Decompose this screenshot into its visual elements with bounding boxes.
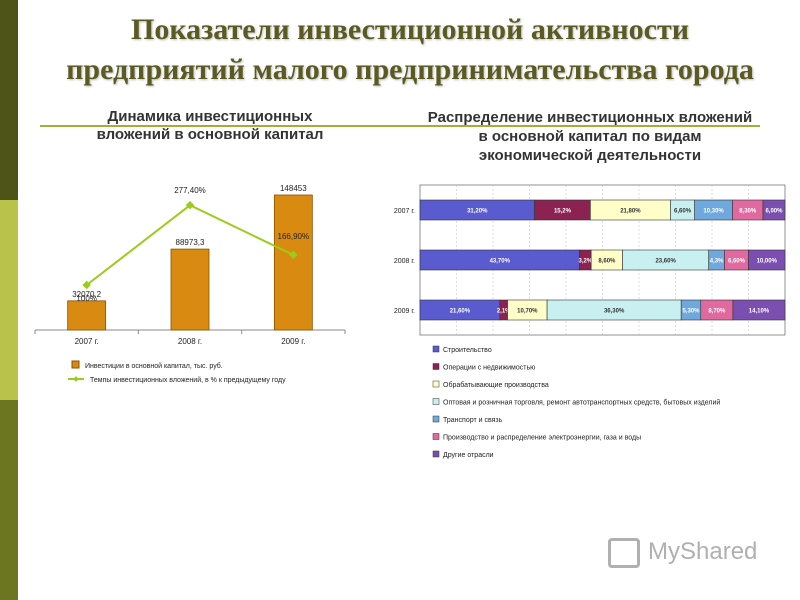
segment-value-label: 8,30% (739, 209, 757, 215)
growth-rate-label: 277,40% (174, 186, 206, 195)
legend-swatch (432, 345, 440, 353)
segment-value-label: 43,70% (490, 259, 511, 265)
stacked-segment (732, 299, 786, 321)
bar-value-label: 32070,2 (72, 290, 101, 299)
page-title: Показатели инвестиционной активности пре… (20, 10, 800, 90)
right-chart-subtitle: Распределение инвестиционных вложений в … (385, 108, 795, 165)
legend-label: Обрабатывающие производства (443, 381, 549, 389)
stacked-segment (748, 249, 786, 271)
x-tick-label: 2007 г. (75, 337, 99, 346)
sidebar-stripe-bottom (0, 400, 18, 600)
segment-value-label: 31,20% (467, 209, 488, 215)
growth-rate-point (82, 280, 91, 290)
left-chart-subtitle: Динамика инвестиционных вложений в основ… (60, 108, 360, 144)
segment-value-label: 8,70% (708, 309, 726, 315)
legend-line-marker (73, 376, 79, 382)
legend-swatch (432, 450, 440, 458)
stacked-segment (762, 199, 786, 221)
growth-rate-point (289, 250, 298, 260)
segment-value-label: 10,70% (517, 309, 538, 315)
bar-value-label: 148453 (280, 184, 307, 193)
y-tick-label: 2009 г. (394, 308, 415, 315)
segment-value-label: 23,60% (655, 259, 676, 265)
segment-value-label: 6,00% (765, 209, 783, 215)
segment-value-label: 6,60% (728, 259, 746, 265)
segment-value-label: 2,1% (497, 309, 511, 315)
segment-value-label: 8,60% (598, 259, 616, 265)
legend-swatch (432, 363, 440, 370)
sidebar-stripe-top (0, 0, 18, 200)
legend-swatch (432, 398, 440, 405)
bar (67, 300, 107, 331)
segment-value-label: 36,30% (604, 309, 625, 315)
legend-label: Строительство (443, 347, 492, 354)
legend-swatch (432, 415, 440, 423)
legend-bar-swatch (71, 360, 80, 369)
left-subtitle-line-1: Динамика инвестиционных (107, 108, 313, 125)
x-tick-label: 2008 г. (178, 337, 202, 346)
page-title-line-2: предприятий малого предпринимательства г… (66, 53, 754, 86)
title-divider (40, 125, 760, 127)
bar (170, 248, 210, 331)
investment-dynamics-chart: 32070,2 2007 г. 88973,3 2008 г. 148453 2009 г… (34, 184, 346, 384)
growth-rate-label: 100% (76, 294, 96, 303)
legend-swatch (432, 380, 440, 388)
legend-label: Транспорт и связь (443, 417, 503, 424)
segment-value-label: 5,30% (682, 309, 700, 315)
segment-value-label: 14,10% (749, 309, 770, 315)
legend-label: Операции с недвижимостью (443, 365, 535, 372)
legend-line-label: Темпы инвестиционных вложений, в % к пре… (90, 376, 286, 384)
x-tick-label: 2009 г. (281, 337, 305, 346)
right-subtitle-line-2: в основной капитал по видам (478, 128, 702, 145)
segment-value-label: 4,3% (710, 259, 724, 265)
right-subtitle-line-3: экономической деятельности (478, 147, 702, 164)
left-subtitle-line-2: вложений в основной капитал (96, 126, 324, 143)
page-title-line-1: Показатели инвестиционной активности (131, 13, 689, 46)
right-subtitle-line-1: Распределение инвестиционных вложений (427, 109, 753, 126)
segment-value-label: 6,60% (674, 209, 692, 215)
presentation-board-icon (608, 538, 640, 568)
legend-bar-label: Инвестиции в основной капитал, тыс. руб. (85, 362, 223, 370)
segment-value-label: 21,80% (620, 209, 641, 215)
y-tick-label: 2008 г. (394, 258, 415, 265)
growth-rate-label: 166,90% (278, 232, 310, 241)
legend-label: Оптовая и розничная торговля, ремонт авт… (443, 399, 720, 407)
segment-value-label: 3,2% (579, 259, 593, 265)
segment-value-label: 21,60% (450, 309, 471, 315)
legend-label: Другие отрасли (443, 452, 494, 459)
legend-label: Производство и распределение электроэнер… (443, 435, 641, 442)
segment-value-label: 10,30% (703, 209, 724, 215)
bar (273, 194, 313, 331)
segment-value-label: 10,00% (757, 259, 778, 265)
logo-text: MyShared (648, 538, 758, 565)
sidebar-stripe-middle (0, 200, 18, 400)
investment-distribution-chart: 2007 г. 31,20% 15,2% 21,80% 6,60% 10,30% 8,30%… (394, 184, 786, 459)
bar-value-label: 88973,3 (176, 238, 205, 247)
myshared-logo: MyShared (608, 534, 778, 574)
legend-swatch (432, 433, 440, 440)
segment-value-label: 15,2% (554, 209, 572, 215)
sidebar-stripe (0, 0, 18, 600)
y-tick-label: 2007 г. (394, 208, 415, 215)
